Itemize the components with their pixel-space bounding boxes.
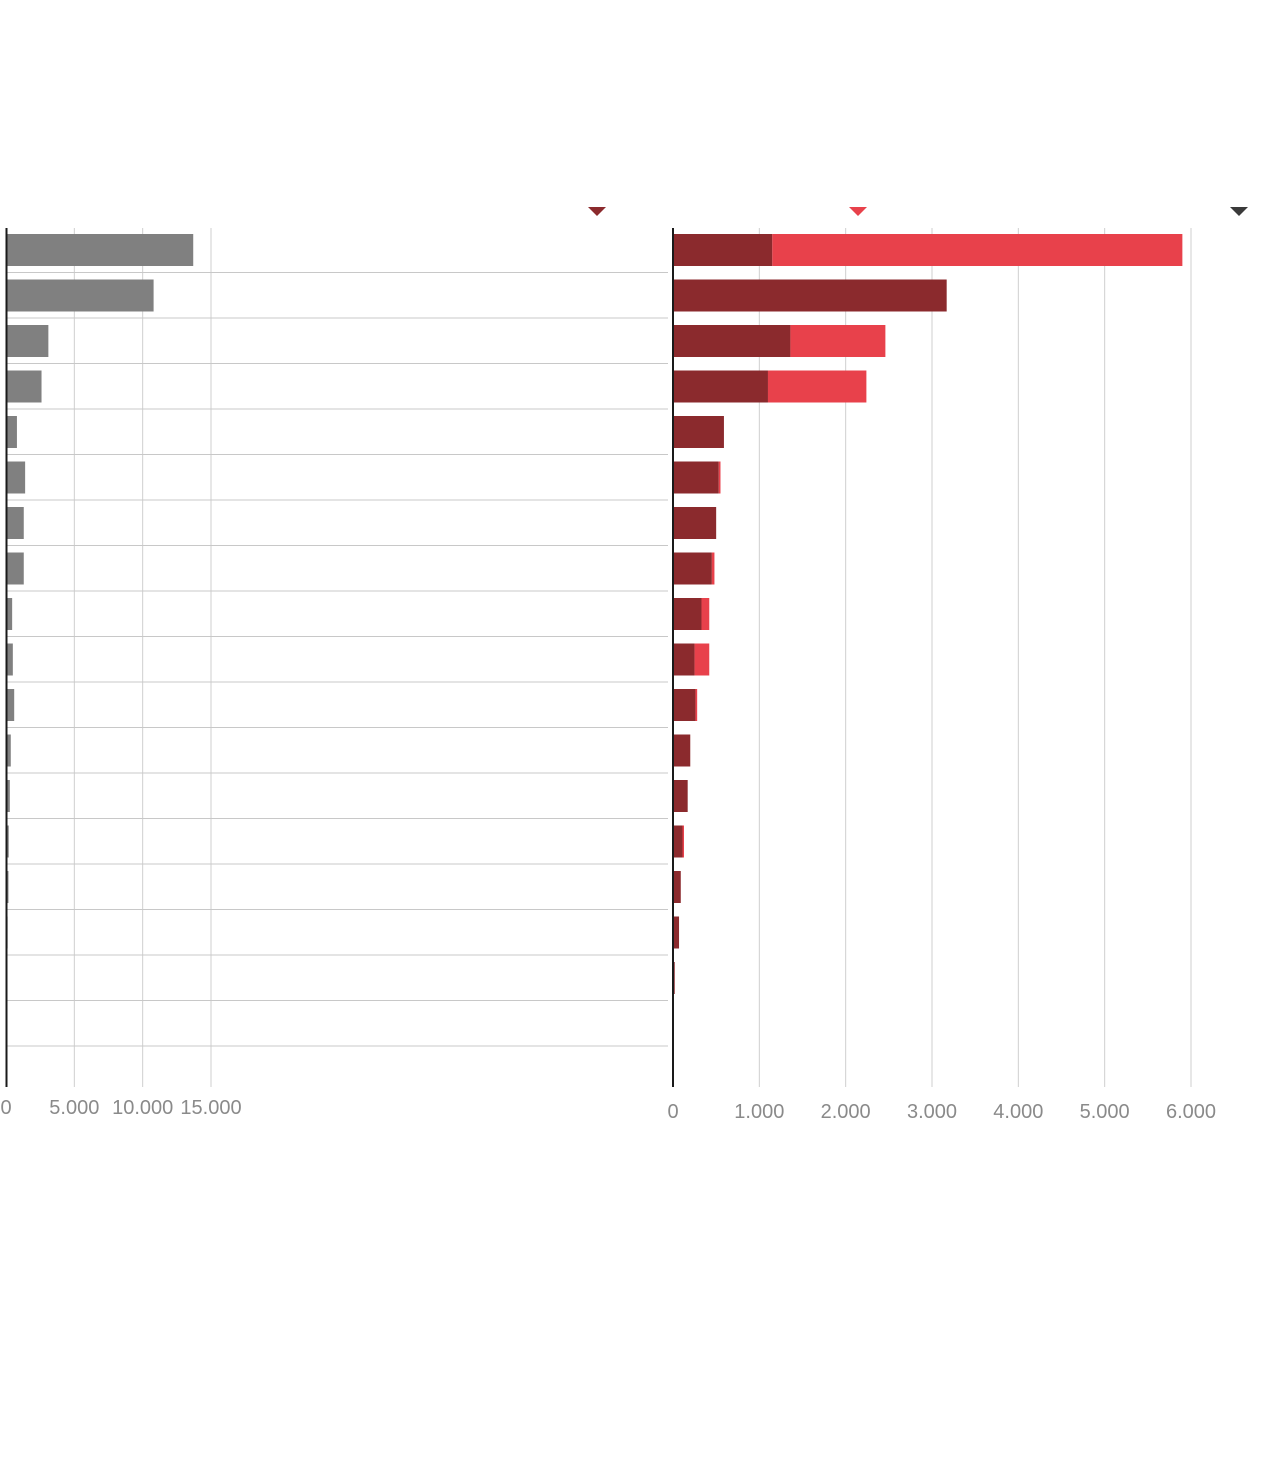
right-bar-segment-light bbox=[701, 598, 710, 630]
triangle-down-icon bbox=[588, 207, 606, 216]
right-bar-segment-dark bbox=[673, 780, 688, 812]
right-bar-segment-dark bbox=[673, 416, 724, 448]
right-bar-segment-dark bbox=[673, 507, 717, 539]
left-chart-bars bbox=[6, 234, 194, 1085]
right-bar-segment-light bbox=[694, 643, 710, 676]
right-bar-segment-light bbox=[695, 689, 698, 721]
right-bar-segment-dark bbox=[673, 279, 947, 312]
right-bar-segment-dark bbox=[673, 871, 681, 903]
left-x-tick-label: 15.000 bbox=[180, 1097, 241, 1119]
right-bar-segment-dark bbox=[673, 234, 773, 266]
left-bar bbox=[6, 370, 42, 403]
legend-markers bbox=[588, 207, 1248, 216]
triangle-down-icon bbox=[849, 207, 867, 216]
left-x-tick-label: 0 bbox=[0, 1097, 11, 1119]
right-bar-segment-light bbox=[767, 370, 867, 403]
right-chart-axis: 0 1.000 2.000 3.000 4.000 5.000 6.000 bbox=[667, 228, 1216, 1123]
right-bar-segment-dark bbox=[673, 598, 702, 630]
left-x-tick-label: 5.000 bbox=[49, 1097, 99, 1119]
left-bar bbox=[6, 507, 24, 539]
right-bar-segment-light bbox=[711, 552, 715, 585]
right-bar-segment-dark bbox=[673, 370, 768, 403]
right-bar-segment-dark bbox=[673, 825, 683, 858]
left-bar bbox=[6, 598, 13, 630]
right-bar-segment-dark bbox=[673, 916, 680, 949]
left-bar bbox=[6, 279, 154, 312]
right-x-tick-label: 0 bbox=[667, 1101, 678, 1123]
right-x-tick-label: 3.000 bbox=[907, 1101, 957, 1123]
left-chart-gridlines bbox=[6, 228, 668, 1087]
left-bar bbox=[6, 689, 15, 721]
right-x-tick-label: 5.000 bbox=[1080, 1101, 1130, 1123]
right-x-tick-label: 2.000 bbox=[821, 1101, 871, 1123]
right-bar-segment-dark bbox=[673, 734, 691, 767]
right-bar-segment-light bbox=[682, 825, 684, 858]
right-x-tick-label: 1.000 bbox=[734, 1101, 784, 1123]
right-bar-segment-light bbox=[718, 461, 721, 494]
right-bar-segment-light bbox=[790, 325, 886, 357]
right-chart-bars bbox=[673, 234, 1183, 994]
right-x-tick-label: 4.000 bbox=[993, 1101, 1043, 1123]
right-x-tick-label: 6.000 bbox=[1166, 1101, 1216, 1123]
left-bar bbox=[6, 234, 194, 266]
right-bar-segment-dark bbox=[673, 552, 712, 585]
right-bar-segment-light bbox=[772, 234, 1183, 266]
left-chart-axis: 0 5.000 10.000 15.000 bbox=[0, 228, 242, 1119]
right-bar-segment-dark bbox=[673, 325, 791, 357]
right-bar-segment-dark bbox=[673, 461, 719, 494]
left-bar bbox=[6, 325, 49, 357]
right-bar-segment-dark bbox=[673, 689, 696, 721]
left-bar bbox=[6, 643, 13, 676]
left-bar bbox=[6, 734, 11, 767]
left-bar bbox=[6, 780, 10, 812]
right-bar-segment-dark bbox=[673, 643, 695, 676]
left-bar bbox=[6, 461, 26, 494]
left-x-tick-label: 10.000 bbox=[112, 1097, 173, 1119]
left-bar bbox=[6, 552, 24, 585]
triangle-down-icon bbox=[1230, 207, 1248, 216]
left-bar bbox=[6, 416, 17, 448]
